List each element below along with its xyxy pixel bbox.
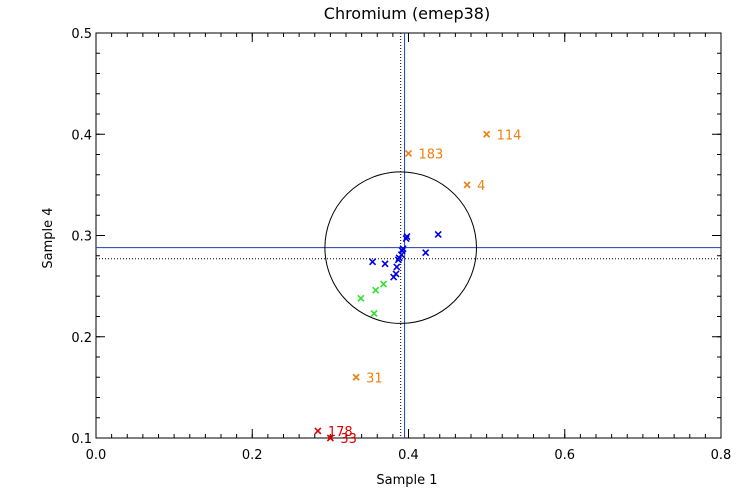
data-point [393, 263, 401, 271]
y-tick-label: 0.3 [71, 230, 92, 245]
point-mark-stroke [395, 254, 403, 262]
data-point [399, 245, 407, 253]
reference-lines [96, 33, 721, 438]
y-tick-label: 0.2 [71, 331, 92, 346]
point-label: 4 [477, 179, 485, 194]
axes: 0.0 0.2 0.4 0.6 0.8 0.1 0.2 0.3 0.4 0.5 [71, 27, 731, 463]
y-tick-label: 0.5 [71, 27, 92, 42]
data-point [357, 294, 365, 302]
point-mark-stroke [394, 256, 402, 264]
y-tick-label: 0.4 [71, 128, 92, 143]
data-point [370, 309, 378, 318]
data-point [422, 249, 430, 257]
data-point [404, 149, 413, 158]
point-label: 31 [366, 371, 383, 386]
series-green [357, 280, 388, 318]
x-axis-title: Sample 1 [376, 473, 437, 488]
y-axis-title: Sample 4 [41, 207, 56, 268]
point-mark-stroke [357, 294, 365, 302]
point-mark-stroke [463, 181, 471, 189]
x-tick-label: 0.4 [398, 448, 419, 463]
data-point [352, 373, 360, 381]
point-label: 33 [340, 432, 357, 447]
data-point [463, 181, 471, 189]
data-point [403, 232, 411, 241]
data-point [326, 434, 334, 442]
point-mark-stroke [372, 286, 380, 294]
x-tick-label: 0.6 [554, 448, 575, 463]
data-point [381, 260, 389, 268]
point-mark-stroke [381, 260, 389, 268]
point-label: 183 [419, 147, 444, 162]
data-point [434, 230, 442, 239]
point-mark-stroke [434, 230, 442, 239]
point-mark-stroke [390, 273, 398, 281]
point-mark-stroke [422, 249, 430, 257]
point-mark-stroke [370, 309, 378, 318]
x-tick-label: 0.2 [242, 448, 263, 463]
data-point [314, 427, 322, 435]
point-label: 178 [328, 425, 353, 440]
point-mark-stroke [314, 427, 322, 435]
data-point [395, 254, 403, 262]
point-mark-stroke [393, 263, 401, 271]
series-blue [368, 230, 442, 281]
point-mark-stroke [368, 258, 377, 266]
reference-circle [324, 171, 477, 324]
point-mark-stroke [379, 280, 388, 288]
data-point [394, 256, 402, 264]
point-mark-stroke [399, 245, 407, 253]
data-point [372, 286, 380, 294]
y-tick-label: 0.1 [71, 432, 92, 447]
data-point [483, 130, 491, 138]
series-orange: 114 183 4 31 [352, 128, 522, 386]
point-mark-stroke [402, 234, 410, 243]
data-point [379, 280, 388, 288]
point-mark-stroke [483, 130, 491, 138]
x-tick-label: 0.0 [86, 448, 107, 463]
point-mark-stroke [326, 434, 334, 442]
data-point [390, 273, 398, 281]
x-tick-label: 0.8 [711, 448, 732, 463]
point-mark-stroke [404, 149, 413, 158]
point-mark-stroke [352, 373, 360, 381]
data-point [402, 234, 410, 243]
data-point [368, 258, 377, 266]
point-label: 114 [497, 128, 522, 143]
chart-title: Chromium (emep38) [324, 4, 490, 23]
point-mark-stroke [403, 232, 411, 241]
